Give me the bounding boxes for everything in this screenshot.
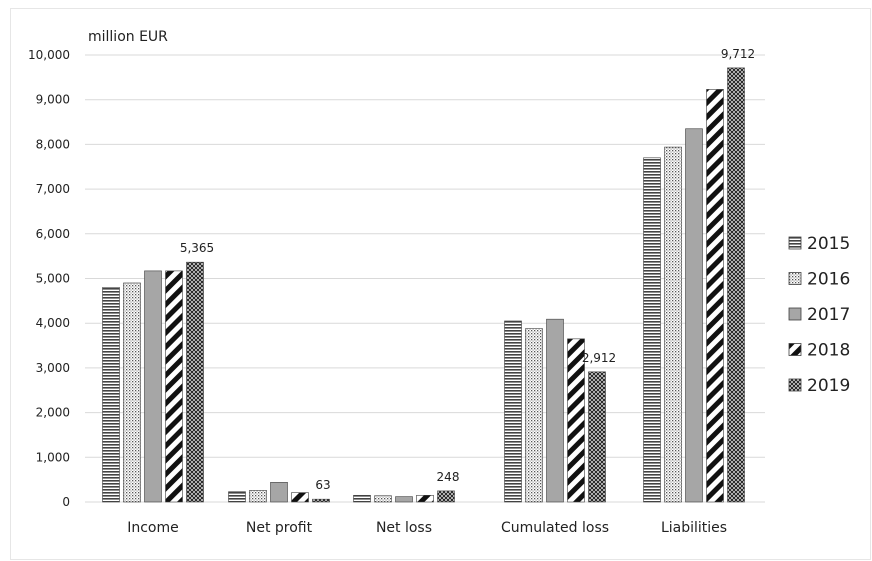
y-tick-label: 1,000 (36, 450, 70, 464)
legend-label: 2019 (807, 376, 850, 396)
legend-item-2018: 2018 (788, 341, 850, 361)
bar-2017-net-loss (395, 496, 413, 503)
legend-item-2019: 2019 (788, 376, 850, 396)
data-label: 2,912 (582, 351, 616, 365)
bar-2016-income (123, 282, 141, 503)
bar-2019-net-loss (437, 490, 455, 503)
legend-label: 2018 (807, 341, 850, 361)
legend-swatch (788, 236, 802, 250)
y-tick-label: 5,000 (36, 272, 70, 286)
y-tick-labels: 0 1,000 2,000 3,000 4,000 5,000 6,000 7,000 8,00… (28, 48, 70, 509)
legend-swatch (788, 272, 802, 285)
data-label: 248 (437, 470, 460, 484)
y-tick-label: 0 (62, 495, 70, 509)
y-tick-label: 8,000 (36, 137, 70, 151)
bar-2015-net-profit (228, 491, 246, 503)
bar-2016-cumulated-loss (525, 328, 543, 503)
bar-2016-net-loss (374, 495, 392, 503)
bar-2015-cumulated-loss (504, 320, 522, 503)
y-tick-label: 10,000 (28, 48, 70, 62)
x-tick-label: Liabilities (661, 520, 727, 536)
y-tick-label: 2,000 (36, 406, 70, 420)
legend-swatch (788, 343, 802, 356)
y-axis-title: million EUR (88, 29, 168, 45)
y-tick-label: 6,000 (36, 227, 70, 241)
bar-2019-income (186, 261, 204, 503)
bar-2019-net-profit (312, 498, 330, 503)
bar-series (102, 67, 745, 503)
bar-2019-liabilities (727, 67, 745, 503)
x-tick-label: Net loss (376, 520, 432, 536)
bar-2018-net-profit (291, 492, 309, 503)
y-tick-label: 3,000 (36, 361, 70, 375)
legend-item-2017: 2017 (788, 305, 850, 325)
data-label: 5,365 (180, 241, 214, 255)
x-tick-label: Income (127, 520, 179, 536)
chart-frame (10, 8, 871, 560)
category-labels: Income Net profit Net loss Cumulated loss Li… (127, 520, 727, 536)
data-label: 63 (315, 478, 330, 492)
bar-2015-liabilities (643, 157, 661, 503)
bar-2017-cumulated-loss (546, 318, 564, 503)
data-label: 9,712 (721, 47, 755, 61)
bar-2015-net-loss (353, 494, 371, 503)
bar-2016-net-profit (249, 490, 267, 503)
bar-2015-income (102, 287, 120, 503)
legend-swatch (788, 378, 802, 392)
legend-swatch (788, 307, 802, 321)
bar-2018-liabilities (706, 89, 724, 503)
data-labels: 5,365 63 248 2,912 9,712 (180, 47, 755, 492)
bar-2018-net-loss (416, 494, 434, 503)
y-tick-label: 9,000 (36, 93, 70, 107)
bar-2018-cumulated-loss (567, 338, 585, 503)
x-tick-label: Net profit (246, 520, 313, 536)
legend-item-2016: 2016 (788, 270, 850, 290)
bar-2019-cumulated-loss (588, 371, 606, 503)
legend-label: 2016 (807, 270, 850, 290)
bar-2017-liabilities (685, 128, 703, 503)
legend-label: 2015 (807, 234, 850, 254)
x-tick-label: Cumulated loss (501, 520, 609, 536)
bar-2016-liabilities (664, 146, 682, 503)
y-tick-label: 4,000 (36, 316, 70, 330)
legend-item-2015: 2015 (788, 234, 850, 254)
bar-2017-net-profit (270, 482, 288, 503)
legend: 2015 2016 2017 2018 2019 (788, 234, 850, 396)
legend-label: 2017 (807, 305, 850, 325)
bar-2018-income (165, 270, 183, 503)
bar-2017-income (144, 270, 162, 503)
y-tick-label: 7,000 (36, 182, 70, 196)
